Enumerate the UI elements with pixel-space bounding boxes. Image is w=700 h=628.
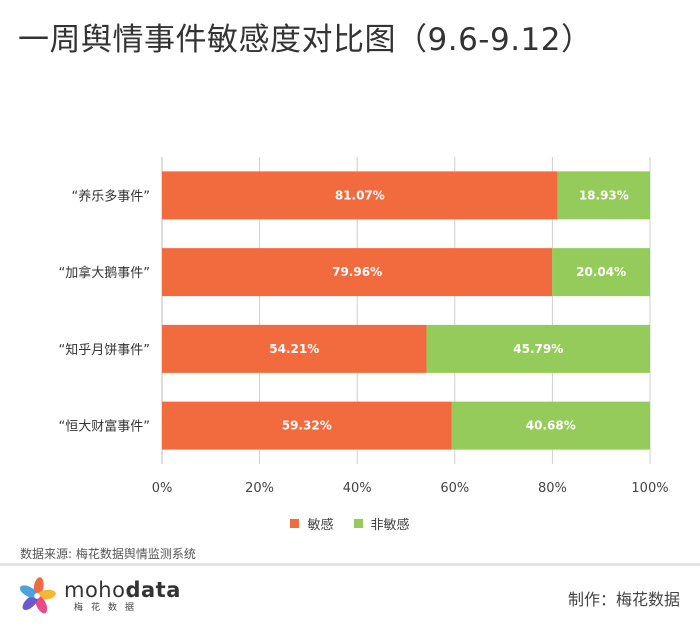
bar-data-label: 79.96% [332, 265, 382, 279]
x-tick-label: 40% [343, 481, 372, 496]
x-tick-label: 20% [245, 481, 274, 496]
footer-divider [0, 563, 700, 566]
bar-data-label: 59.32% [282, 419, 332, 433]
bar-segment [552, 248, 650, 297]
bar-data-label: 20.04% [576, 265, 626, 279]
legend-label-non-sensitive: 非敏感 [370, 518, 410, 533]
category-label: “养乐多事件” [72, 188, 150, 204]
x-tick-label: 0% [152, 481, 173, 496]
x-tick-label: 80% [538, 481, 567, 496]
pinwheel-logo-icon [19, 577, 56, 614]
bar-segment [162, 401, 452, 450]
chart-title: 一周舆情事件敏感度对比图（9.6-9.12） [18, 22, 593, 58]
x-tick-label: 100% [631, 481, 668, 496]
category-label: “恒大财富事件” [59, 419, 150, 435]
bar-segment [162, 248, 553, 297]
legend-label-sensitive: 敏感 [307, 518, 334, 533]
bar-data-label: 45.79% [513, 342, 563, 356]
legend-swatch-sensitive [290, 519, 300, 528]
bar-segment [162, 324, 427, 373]
bar-data-label: 54.21% [269, 342, 319, 356]
bar-segment [426, 324, 650, 373]
maker-credit: 制作：梅花数据 [567, 590, 680, 609]
logo-wordmark: mohodata [64, 578, 181, 602]
legend-swatch-non-sensitive [353, 519, 363, 528]
bar-chart: 81.07% 18.93% 79.96% 20.04% 54.21% 45.79% 59.3… [59, 157, 669, 496]
legend-item-non-sensitive: 非敏感 [353, 514, 410, 533]
bar-data-label: 40.68% [526, 419, 576, 433]
brand-logo: mohodata 梅花数据 [18, 576, 181, 616]
legend-item-sensitive: 敏感 [290, 514, 334, 533]
bar-data-label: 81.07% [335, 188, 385, 202]
logo-subtitle: 梅花数据 [74, 603, 143, 613]
bar-data-label: 18.93% [579, 188, 629, 202]
category-label: “加拿大鹅事件” [59, 265, 150, 281]
bar-segment [557, 171, 650, 220]
category-label: “知乎月饼事件” [59, 342, 150, 358]
bar-segment [451, 401, 650, 450]
x-tick-label: 60% [440, 481, 469, 496]
data-source-note: 数据来源: 梅花数据舆情监测系统 [20, 547, 196, 561]
bar-segment [162, 171, 558, 220]
chart-legend: 敏感 非敏感 [0, 514, 700, 533]
